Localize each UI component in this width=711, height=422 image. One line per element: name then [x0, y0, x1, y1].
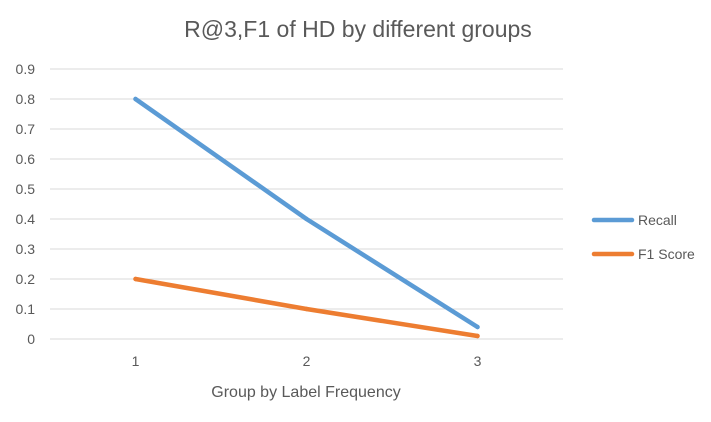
y-tick-label: 0.1 — [16, 301, 36, 317]
data-point — [475, 333, 480, 339]
gridlines — [50, 68, 563, 340]
x-axis-label: Group by Label Frequency — [211, 384, 400, 401]
series-lines — [133, 96, 480, 339]
y-tick-label: 0.3 — [16, 241, 36, 257]
legend-label: Recall — [638, 212, 677, 228]
y-tick-label: 0.8 — [16, 91, 36, 107]
data-point — [304, 216, 309, 222]
legend-label: F1 Score — [638, 246, 695, 262]
data-point — [133, 96, 138, 102]
x-tick-label: 3 — [474, 353, 482, 369]
legend: Recall F1 Score — [591, 212, 695, 262]
x-axis-ticks: 1 2 3 — [132, 353, 482, 369]
y-axis-ticks: 0 0.1 0.2 0.3 0.4 0.5 0.6 0.7 0.8 0.9 — [16, 61, 36, 347]
y-tick-label: 0.4 — [16, 211, 36, 227]
series-line-recall — [133, 96, 480, 330]
x-tick-label: 1 — [132, 353, 140, 369]
y-tick-label: 0.9 — [16, 61, 36, 77]
x-tick-label: 2 — [303, 353, 311, 369]
y-tick-label: 0.5 — [16, 181, 36, 197]
y-tick-label: 0 — [27, 331, 35, 347]
y-tick-label: 0.2 — [16, 271, 36, 287]
chart-title: R@3,F1 of HD by different groups — [184, 16, 532, 42]
data-point — [304, 306, 309, 312]
y-tick-label: 0.7 — [16, 121, 36, 137]
y-tick-label: 0.6 — [16, 151, 36, 167]
data-point — [133, 276, 138, 282]
data-point — [475, 324, 480, 330]
